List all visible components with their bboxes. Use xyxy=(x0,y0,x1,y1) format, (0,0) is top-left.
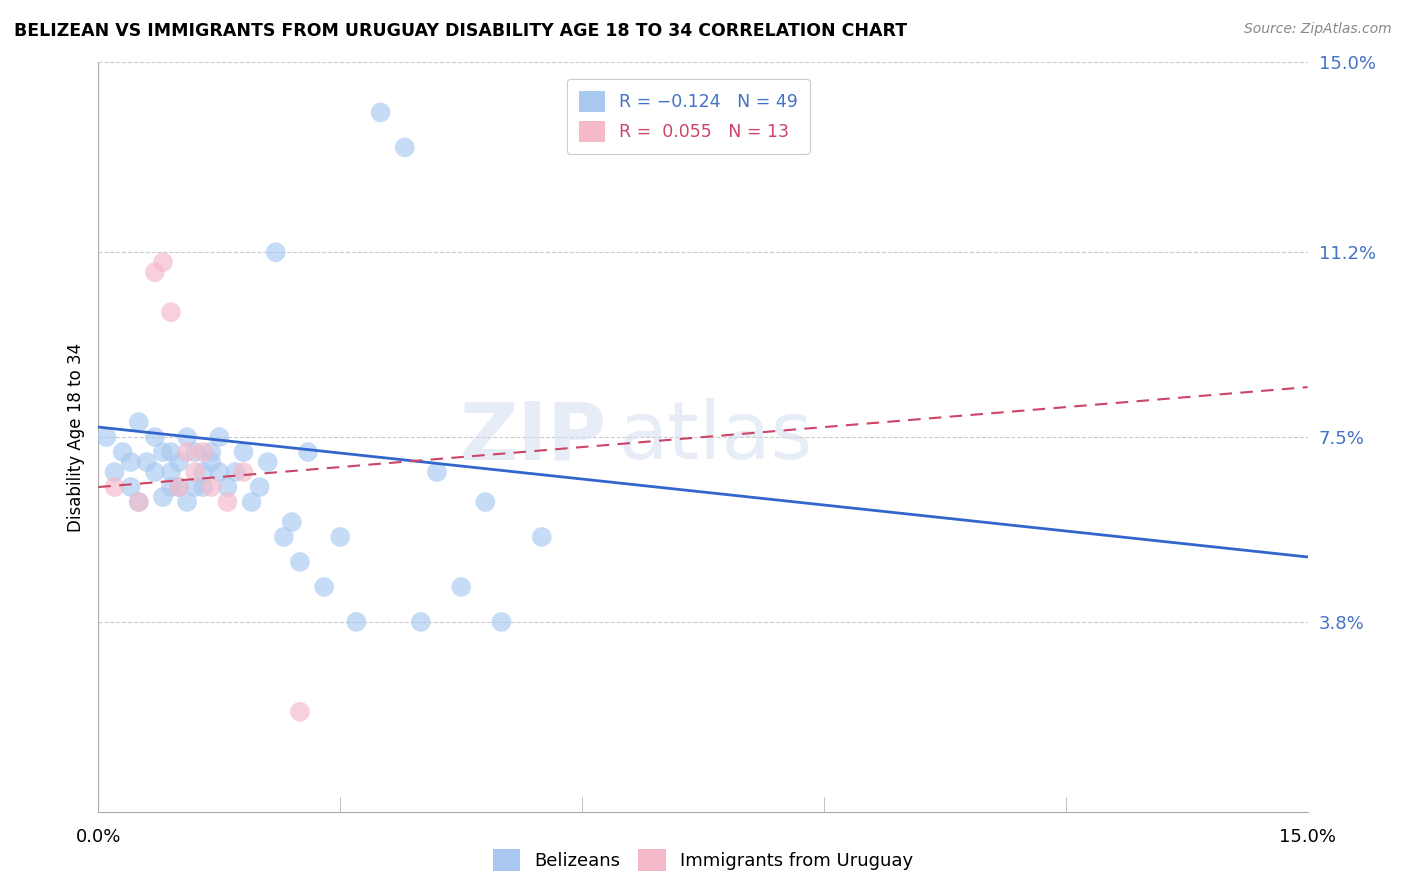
Point xyxy=(120,480,142,494)
Point xyxy=(152,255,174,269)
Legend: R = −0.124   N = 49, R =  0.055   N = 13: R = −0.124 N = 49, R = 0.055 N = 13 xyxy=(567,78,810,154)
Point xyxy=(232,465,254,479)
Point xyxy=(167,455,190,469)
Text: ZIP: ZIP xyxy=(458,398,606,476)
Point xyxy=(208,465,231,479)
Point xyxy=(143,430,166,444)
Point xyxy=(273,530,295,544)
Point xyxy=(143,465,166,479)
Point xyxy=(167,480,190,494)
Point xyxy=(329,530,352,544)
Point xyxy=(256,455,278,469)
Point xyxy=(394,140,416,154)
Point xyxy=(264,245,287,260)
Point xyxy=(184,465,207,479)
Point xyxy=(193,445,215,459)
Point xyxy=(128,415,150,429)
Point xyxy=(143,265,166,279)
Text: BELIZEAN VS IMMIGRANTS FROM URUGUAY DISABILITY AGE 18 TO 34 CORRELATION CHART: BELIZEAN VS IMMIGRANTS FROM URUGUAY DISA… xyxy=(14,22,907,40)
Point xyxy=(103,465,125,479)
Point xyxy=(288,705,311,719)
Point xyxy=(344,615,367,629)
Point xyxy=(135,455,157,469)
Point xyxy=(111,445,134,459)
Point xyxy=(314,580,336,594)
Text: atlas: atlas xyxy=(619,398,813,476)
Point xyxy=(152,490,174,504)
Point xyxy=(530,530,553,544)
Point xyxy=(128,495,150,509)
Point xyxy=(96,430,118,444)
Text: Source: ZipAtlas.com: Source: ZipAtlas.com xyxy=(1244,22,1392,37)
Point xyxy=(491,615,513,629)
Point xyxy=(281,515,304,529)
Point xyxy=(160,480,183,494)
Point xyxy=(103,480,125,494)
Y-axis label: Disability Age 18 to 34: Disability Age 18 to 34 xyxy=(66,343,84,532)
Point xyxy=(160,305,183,319)
Point xyxy=(249,480,271,494)
Point xyxy=(193,480,215,494)
Point xyxy=(370,105,392,120)
Point xyxy=(208,430,231,444)
Point xyxy=(450,580,472,594)
Point xyxy=(200,480,222,494)
Point xyxy=(240,495,263,509)
Point xyxy=(200,445,222,459)
Point xyxy=(200,455,222,469)
Point xyxy=(217,480,239,494)
Point xyxy=(474,495,496,509)
Point xyxy=(128,495,150,509)
Point xyxy=(426,465,449,479)
Point xyxy=(152,445,174,459)
Point xyxy=(217,495,239,509)
Point xyxy=(224,465,246,479)
Point xyxy=(297,445,319,459)
Point xyxy=(288,555,311,569)
Point xyxy=(232,445,254,459)
Point xyxy=(176,495,198,509)
Point xyxy=(167,480,190,494)
Point xyxy=(120,455,142,469)
Point xyxy=(160,445,183,459)
Point xyxy=(184,480,207,494)
Point xyxy=(184,445,207,459)
Point xyxy=(193,465,215,479)
Point xyxy=(409,615,432,629)
Point xyxy=(176,445,198,459)
Point xyxy=(160,465,183,479)
Point xyxy=(176,430,198,444)
Legend: Belizeans, Immigrants from Uruguay: Belizeans, Immigrants from Uruguay xyxy=(485,842,921,879)
